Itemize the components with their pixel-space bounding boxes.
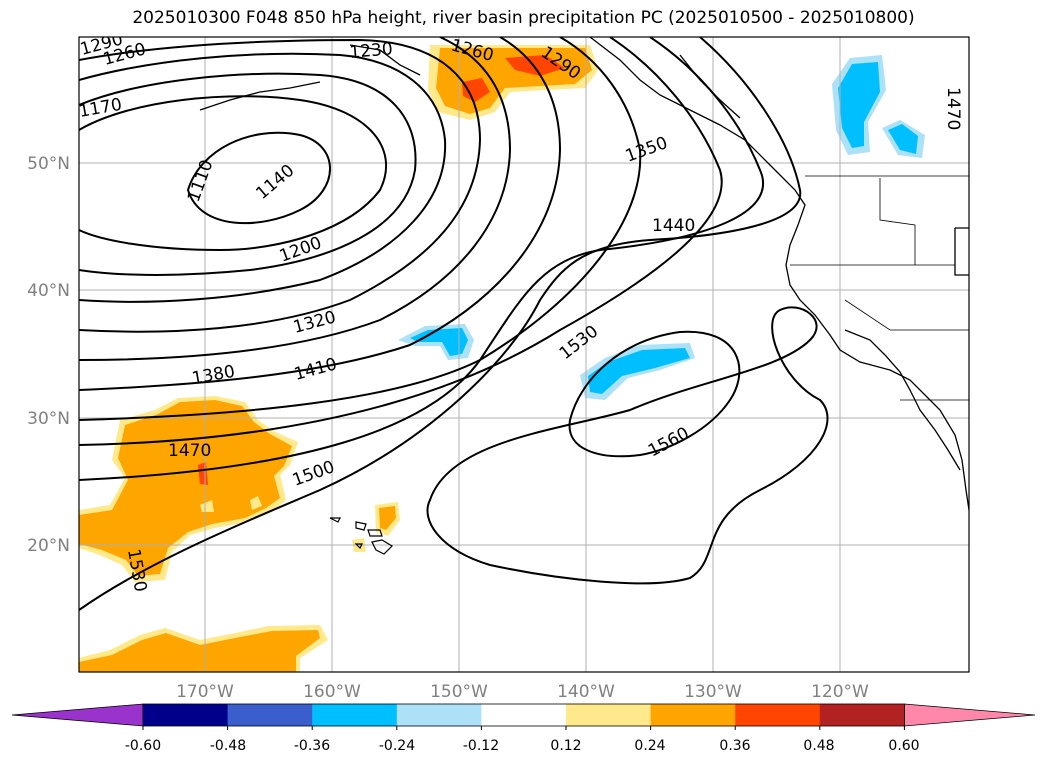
colorbar-extend-max <box>904 703 1036 727</box>
contour-line <box>79 37 562 391</box>
contour-line <box>79 37 512 361</box>
colorbar-tick-label: -0.12 <box>463 738 499 754</box>
lat-label: 50°N <box>27 154 70 174</box>
map-area: 1290 1260 1170 1110 1140 1230 1260 1290 … <box>79 37 969 672</box>
contour-line <box>79 37 642 421</box>
lon-label: 120°W <box>811 682 869 702</box>
contour-line <box>426 306 829 585</box>
contour-line <box>79 37 723 446</box>
colorbar-segment <box>396 704 482 726</box>
colorbar-tick-label: 0.24 <box>634 738 665 754</box>
contour-label: 1230 <box>349 39 394 63</box>
colorbar-segment <box>566 704 652 726</box>
graticule <box>79 37 969 672</box>
longitude-axis: 170°W 160°W 150°W 140°W 130°W 120°W <box>176 682 869 702</box>
lat-label: 30°N <box>27 409 70 429</box>
contour-line <box>568 330 741 458</box>
colorbar-segment <box>481 704 567 726</box>
contour-line <box>186 131 331 225</box>
lat-label: 20°N <box>27 536 70 556</box>
lon-label: 150°W <box>430 682 488 702</box>
hawaii-islands <box>329 517 393 555</box>
lon-label: 140°W <box>557 682 615 702</box>
lon-label: 160°W <box>303 682 361 702</box>
contour-label: 1470 <box>168 441 211 461</box>
colorbar-frame <box>142 703 905 727</box>
colorbar-tick-label: -0.48 <box>210 738 246 754</box>
contour-line <box>79 72 417 276</box>
colorbar-segment <box>312 704 398 726</box>
colorbar-segment <box>819 704 905 726</box>
colorbar-segment <box>735 704 821 726</box>
contour-line <box>79 38 482 333</box>
colorbar-tick-label: -0.24 <box>379 738 415 754</box>
contour-label: 1470 <box>943 87 963 130</box>
colorbar-tick-label: 0.12 <box>550 738 581 754</box>
colorbar-segment <box>227 704 313 726</box>
contour-line <box>79 37 802 611</box>
colorbar-tick-label: 0.60 <box>888 738 919 754</box>
contour-line <box>79 52 447 303</box>
colorbar-segment <box>650 704 736 726</box>
latitude-axis: 50°N 40°N 30°N 20°N <box>27 154 70 556</box>
colorbar-tick-label: -0.60 <box>125 738 161 754</box>
colorbar-segment <box>143 704 229 726</box>
map-frame <box>78 36 970 673</box>
lon-label: 170°W <box>176 682 234 702</box>
contour-label: 1440 <box>652 216 695 236</box>
map-title: 2025010300 F048 850 hPa height, river ba… <box>132 8 915 28</box>
political-borders <box>790 175 969 401</box>
lat-label: 40°N <box>27 281 70 301</box>
height-contours <box>79 37 829 611</box>
colorbar-tick-label: -0.36 <box>294 738 330 754</box>
contour-line <box>79 95 387 252</box>
colorbar-tick-labels: -0.60 -0.48 -0.36 -0.24 -0.12 0.12 0.24 … <box>125 738 920 754</box>
contour-line <box>79 37 764 481</box>
colorbar-tick-label: 0.48 <box>803 738 834 754</box>
colorbar-tick-label: 0.36 <box>719 738 750 754</box>
colorbar-extend-min <box>11 703 144 727</box>
colorbar <box>11 703 1036 730</box>
lon-label: 130°W <box>684 682 742 702</box>
